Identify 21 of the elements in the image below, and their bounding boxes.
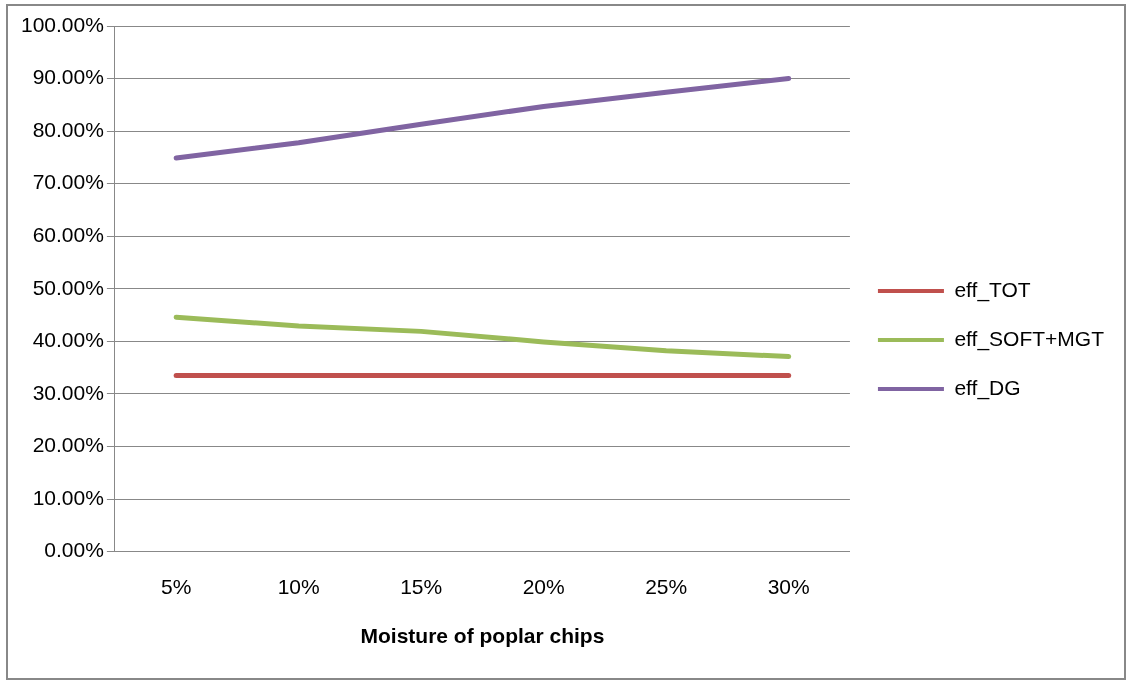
- legend-label: eff_SOFT+MGT: [954, 326, 1105, 351]
- y-tick-label: 60.00%: [32, 223, 104, 247]
- y-tick-label: 70.00%: [32, 170, 104, 194]
- y-tick-label: 20.00%: [32, 433, 104, 457]
- x-tick-label: 30%: [767, 575, 810, 598]
- y-tick-label: 80.00%: [32, 117, 104, 141]
- y-tick-label: 100.00%: [21, 12, 104, 36]
- y-tick-label: 90.00%: [32, 65, 104, 89]
- y-tick-label: 0.00%: [44, 538, 104, 562]
- y-tick-label: 50.00%: [32, 275, 104, 299]
- y-tick-label: 10.00%: [32, 485, 104, 509]
- y-tick-label: 30.00%: [32, 380, 104, 404]
- x-tick-label: 10%: [277, 575, 320, 598]
- legend-label: eff_DG: [954, 375, 1021, 400]
- x-tick-label: 20%: [522, 575, 565, 598]
- y-tick-label: 40.00%: [32, 328, 104, 352]
- x-tick-label: 15%: [400, 575, 443, 598]
- x-axis-title: Moisture of poplar chips: [360, 624, 605, 648]
- x-tick-label: 5%: [160, 575, 192, 598]
- legend-label: eff_TOT: [954, 277, 1031, 302]
- x-tick-label: 25%: [645, 575, 688, 598]
